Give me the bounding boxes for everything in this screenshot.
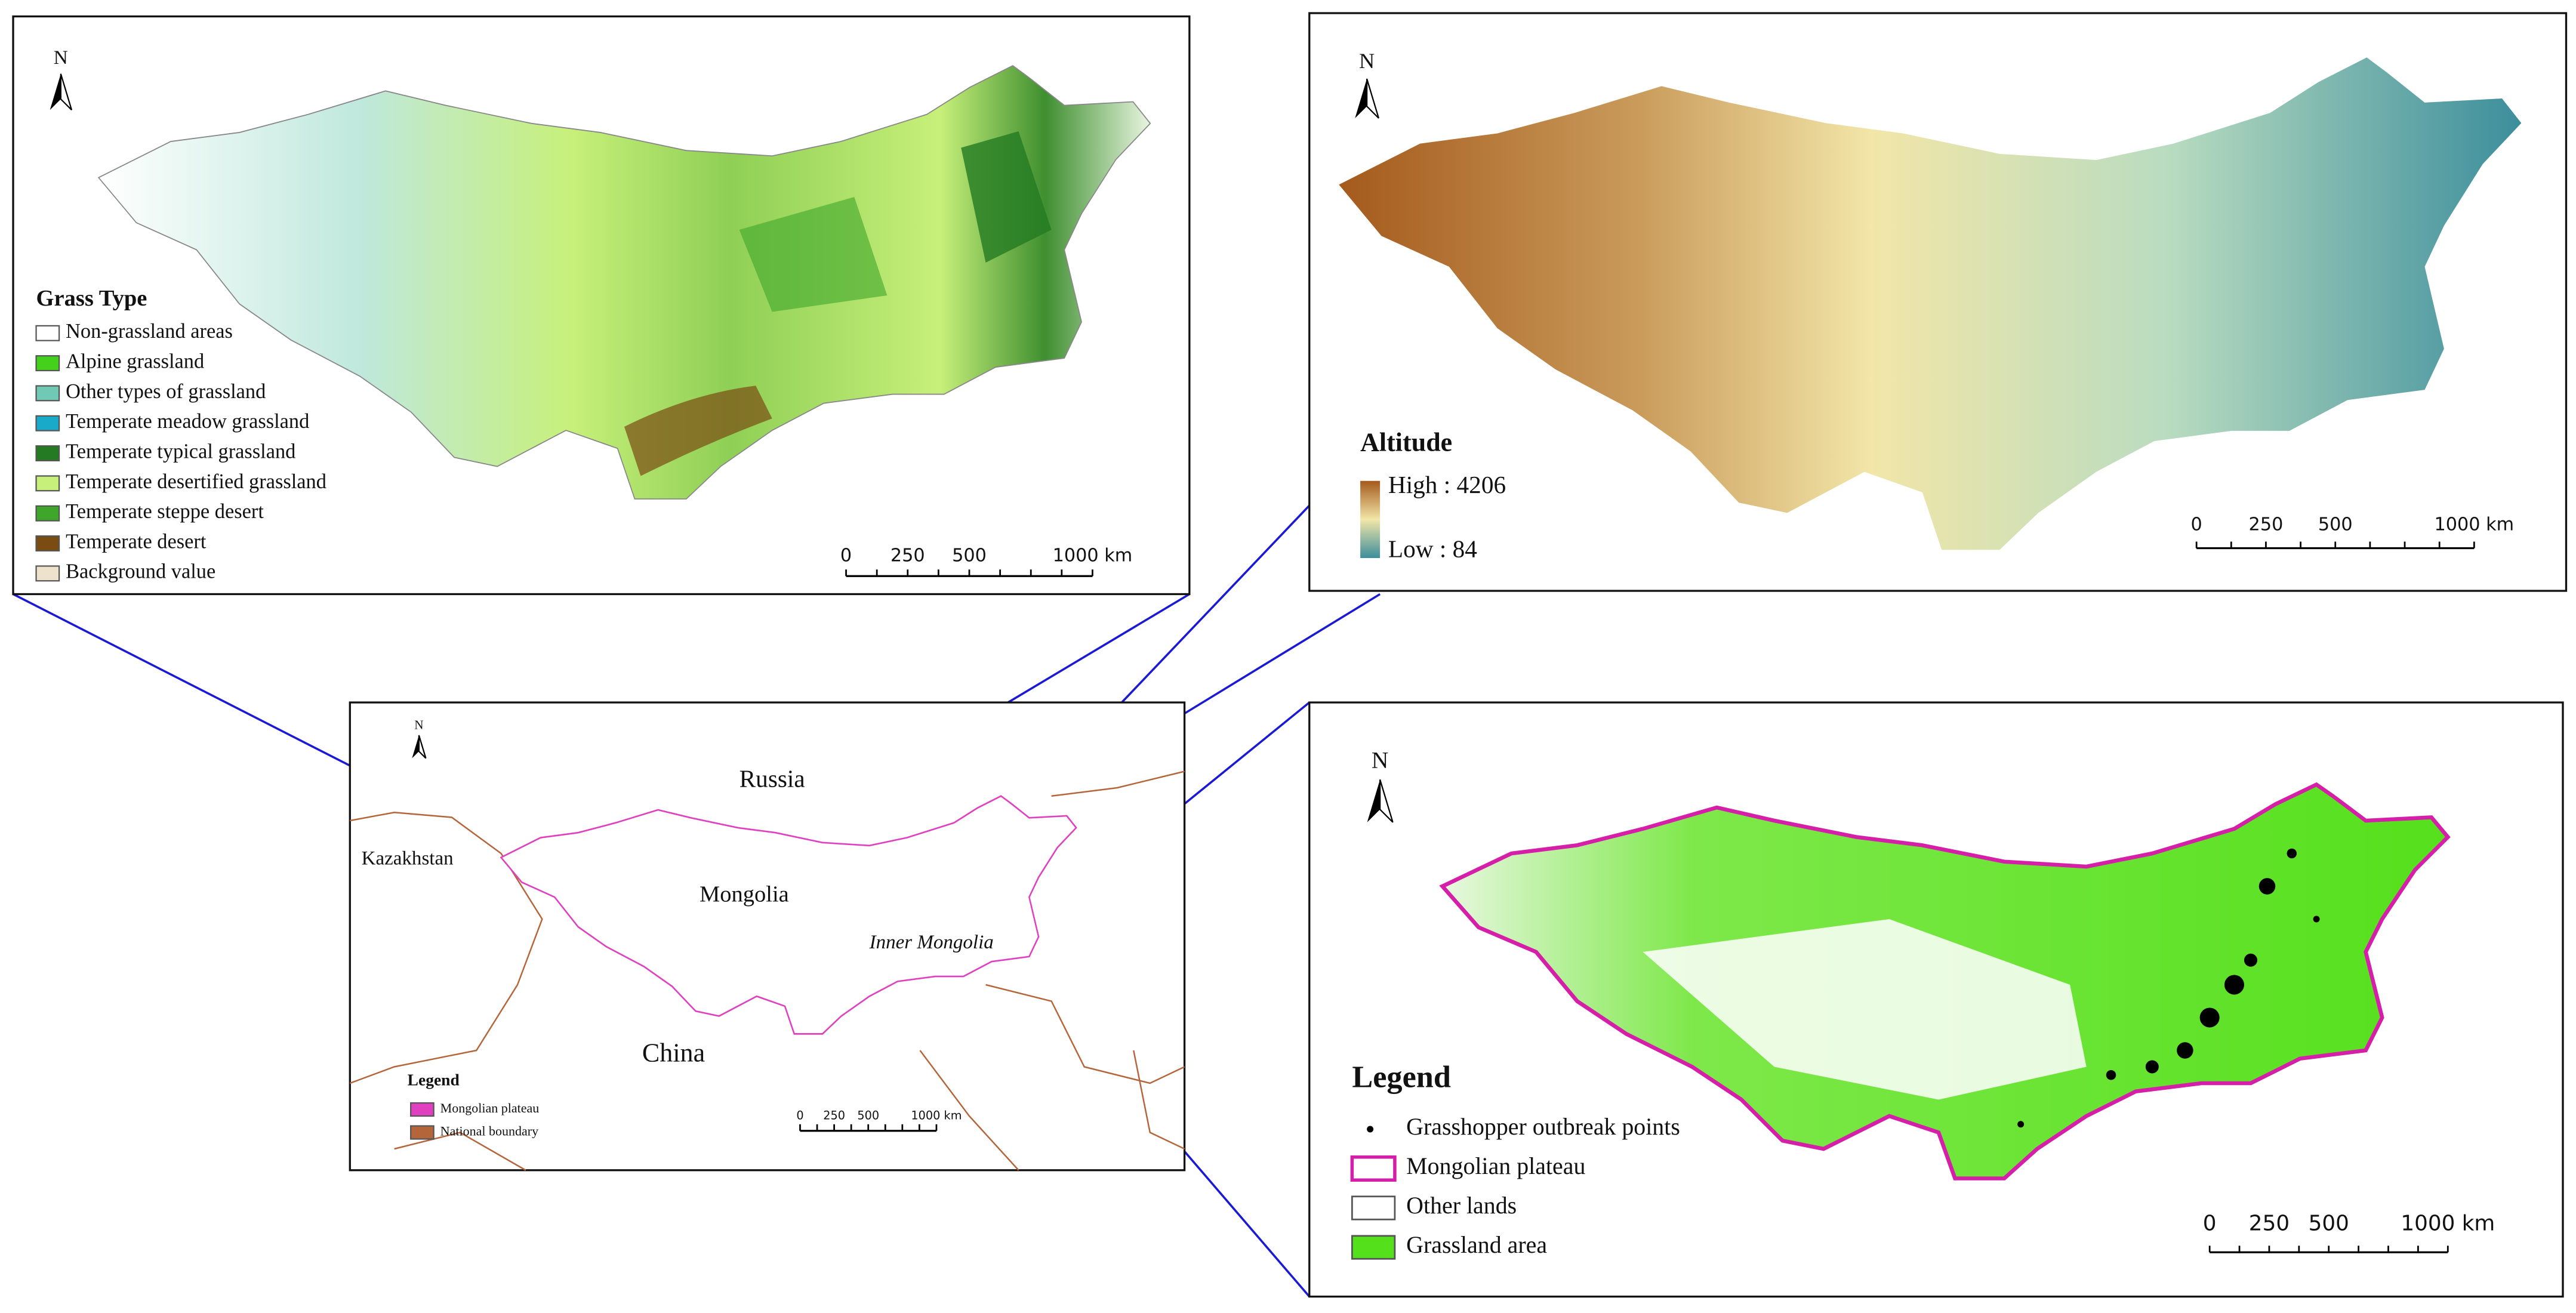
legend-label: Temperate meadow grassland xyxy=(66,410,309,433)
legend-swatch xyxy=(35,325,60,341)
boundary xyxy=(1051,770,1185,797)
outbreak-point xyxy=(2244,953,2258,967)
legend-swatch xyxy=(35,355,60,372)
scale-label: 1000 km xyxy=(2401,1212,2495,1236)
scale-label: 1000 km xyxy=(2435,514,2515,535)
legend-swatch xyxy=(1351,1235,1396,1260)
legend-label: Alpine grassland xyxy=(66,350,204,372)
outbreak-point xyxy=(2287,848,2297,859)
place-label: Russia xyxy=(739,765,805,792)
north-arrow xyxy=(418,735,427,759)
legend-swatch xyxy=(35,565,60,582)
scale-label: 250 xyxy=(2249,514,2284,535)
legend-title: Grass Type xyxy=(36,286,147,311)
outbreak-panel xyxy=(1308,701,2564,1298)
other-lands xyxy=(1643,919,2087,1100)
legend-swatch xyxy=(1351,1195,1396,1220)
legend-swatch xyxy=(410,1125,435,1140)
overview-panel xyxy=(349,701,1186,1172)
legend-title: Legend xyxy=(1352,1060,1451,1095)
legend-label: Background value xyxy=(66,560,215,583)
outbreak-point xyxy=(2224,975,2244,995)
scale-label: 250 xyxy=(823,1109,845,1123)
scale-label: 0 xyxy=(2203,1212,2217,1236)
typical-grassland-patch xyxy=(961,131,1052,263)
place-label: Kazakhstan xyxy=(362,848,454,870)
outbreak-point xyxy=(2106,1070,2116,1080)
outbreak-point xyxy=(2313,916,2320,923)
north-label: N xyxy=(414,717,423,732)
legend-title: Legend xyxy=(408,1071,460,1089)
outbreak-point xyxy=(2199,1007,2220,1028)
place-label: Mongolia xyxy=(700,882,789,907)
legend-swatch xyxy=(35,415,60,431)
altitude-high: High : 4206 xyxy=(1388,471,1506,498)
legend-label: Mongolian plateau xyxy=(1406,1152,1585,1179)
legend-swatch xyxy=(410,1102,435,1117)
north-label: N xyxy=(1372,747,1388,773)
steppe-patch xyxy=(739,197,888,312)
north-arrow xyxy=(1379,779,1394,823)
legend-label: Non-grassland areas xyxy=(66,320,233,343)
north-label: N xyxy=(1359,49,1375,73)
legend-label: Other lands xyxy=(1406,1192,1517,1219)
outbreak-points xyxy=(2017,848,2320,1128)
scale-label: 500 xyxy=(857,1109,879,1123)
legend-title: Altitude xyxy=(1360,427,1452,457)
north-arrow xyxy=(1355,79,1367,118)
altitude-low: Low : 84 xyxy=(1388,535,1477,562)
north-arrow xyxy=(1367,779,1381,822)
legend-swatch xyxy=(35,385,60,402)
legend-swatch xyxy=(35,445,60,462)
place-label: China xyxy=(642,1038,705,1067)
desert-patch xyxy=(624,386,772,476)
north-label: N xyxy=(54,47,68,69)
scale-label: 500 xyxy=(2309,1212,2349,1236)
scale-label: 1000 km xyxy=(1053,545,1133,566)
legend-swatch xyxy=(35,505,60,522)
legend-label: Mongolian plateau xyxy=(440,1101,540,1115)
boundary xyxy=(919,1050,1019,1171)
legend-swatch xyxy=(35,535,60,552)
outbreak-point xyxy=(2145,1060,2159,1074)
north-arrow xyxy=(50,73,61,110)
outbreak-point xyxy=(2017,1121,2025,1128)
boundary xyxy=(394,1132,526,1171)
altitude-panel xyxy=(1308,12,2568,592)
scale-label: 250 xyxy=(2249,1212,2290,1236)
legend-label: Grasshopper outbreak points xyxy=(1406,1113,1680,1140)
scale-label: 250 xyxy=(890,545,925,566)
legend-label: Grassland area xyxy=(1406,1231,1547,1258)
north-arrow xyxy=(60,73,73,111)
legend-label: Temperate desertified grassland xyxy=(66,470,326,493)
boundary xyxy=(985,984,1185,1084)
north-arrow xyxy=(412,735,419,759)
legend-label: National boundary xyxy=(440,1124,538,1139)
outbreak-point xyxy=(2177,1042,2193,1059)
legend-label: Temperate steppe desert xyxy=(66,500,264,523)
scale-label: 0 xyxy=(796,1109,803,1123)
scale-label: 500 xyxy=(2318,514,2353,535)
scale-label: 0 xyxy=(2191,514,2202,535)
boundary xyxy=(1133,1050,1185,1150)
scale-label: 0 xyxy=(840,545,852,566)
boundary xyxy=(349,812,543,1084)
legend-symbol xyxy=(1367,1126,1374,1133)
grass-type-panel xyxy=(12,15,1191,596)
place-label: Inner Mongolia xyxy=(869,932,994,953)
legend-swatch xyxy=(35,475,60,492)
legend-label: Temperate typical grassland xyxy=(66,440,295,463)
legend-swatch xyxy=(1350,1155,1397,1182)
scale-label: 500 xyxy=(952,545,987,566)
outbreak-point xyxy=(2258,878,2276,895)
north-arrow xyxy=(1366,78,1379,119)
legend-label: Other types of grassland xyxy=(66,380,266,403)
national-boundaries xyxy=(349,770,1185,1171)
altitude-color-bar xyxy=(1360,480,1381,558)
scale-label: 1000 km xyxy=(911,1109,962,1123)
legend-label: Temperate desert xyxy=(66,530,207,553)
